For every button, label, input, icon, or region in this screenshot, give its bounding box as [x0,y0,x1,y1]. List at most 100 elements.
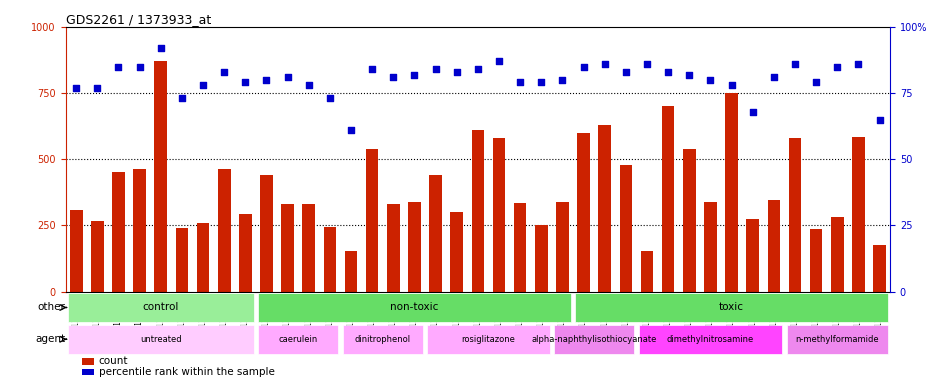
Bar [91,222,104,291]
Point [534,79,548,86]
Point [216,69,231,75]
Point [406,71,421,78]
Bar [492,138,505,291]
Point [154,45,168,51]
Point [448,69,463,75]
Bar [197,223,209,291]
Point [344,127,358,133]
Point [428,66,443,72]
FancyBboxPatch shape [343,325,422,354]
Bar [154,61,167,291]
Bar [746,219,758,291]
Bar [513,203,526,291]
Text: dinitrophenol: dinitrophenol [355,335,410,344]
Point [491,58,506,65]
Bar [408,202,420,291]
Point [702,77,717,83]
Point [660,69,675,75]
Bar [82,358,95,365]
FancyBboxPatch shape [637,325,782,354]
FancyBboxPatch shape [575,293,887,322]
Point [596,61,611,67]
Point [554,77,569,83]
Text: alpha-naphthylisothiocyanate: alpha-naphthylisothiocyanate [531,335,656,344]
Bar [239,214,252,291]
Bar [767,200,780,291]
Point [829,63,844,70]
Text: untreated: untreated [139,335,182,344]
Bar [830,217,842,291]
Bar [175,228,188,291]
Point [786,61,801,67]
Point [238,79,253,86]
FancyBboxPatch shape [257,293,570,322]
Bar [217,169,230,291]
Point [258,77,273,83]
Text: other: other [37,303,66,313]
Text: toxic: toxic [718,303,743,313]
Text: agent: agent [36,334,66,344]
Point [850,61,865,67]
Bar [70,210,82,291]
Point [576,63,591,70]
Bar [640,251,652,291]
Point [639,61,654,67]
Bar [598,125,610,291]
Point [681,71,696,78]
Point [364,66,379,72]
Text: non-toxic: non-toxic [389,303,438,313]
FancyBboxPatch shape [785,325,887,354]
FancyBboxPatch shape [257,325,338,354]
Point [744,109,759,115]
Bar [809,229,822,291]
Bar [788,138,800,291]
Text: caerulein: caerulein [278,335,317,344]
Bar [471,130,484,291]
Bar [260,175,272,291]
Bar [323,227,336,291]
FancyBboxPatch shape [67,293,254,322]
Point [196,82,211,88]
Point [871,116,886,122]
Bar [112,172,124,291]
Bar [82,369,95,375]
Bar [133,169,146,291]
Bar [281,204,294,291]
Bar [872,245,885,291]
Point [68,85,83,91]
Point [766,74,781,80]
Bar [365,149,378,291]
Bar [302,204,314,291]
Point [512,79,527,86]
Bar [534,225,547,291]
FancyBboxPatch shape [427,325,549,354]
Bar [703,202,716,291]
Point [300,82,315,88]
Bar [555,202,568,291]
Point [280,74,295,80]
Text: GDS2261 / 1373933_at: GDS2261 / 1373933_at [66,13,211,26]
Point [322,95,337,101]
Text: control: control [142,303,179,313]
Point [132,63,147,70]
Bar [429,175,442,291]
Bar [344,251,357,291]
Bar [619,164,632,291]
Point [386,74,401,80]
Point [724,82,739,88]
Text: percentile rank within the sample: percentile rank within the sample [98,367,274,377]
Text: count: count [98,356,128,366]
Bar [661,106,674,291]
FancyBboxPatch shape [67,325,254,354]
Point [808,79,823,86]
Point [470,66,485,72]
Text: rosiglitazone: rosiglitazone [461,335,515,344]
Bar [724,93,738,291]
Point [618,69,633,75]
Bar [682,149,695,291]
FancyBboxPatch shape [553,325,634,354]
Point [90,85,105,91]
Bar [450,212,462,291]
Text: n-methylformamide: n-methylformamide [795,335,878,344]
Text: dimethylnitrosamine: dimethylnitrosamine [666,335,753,344]
